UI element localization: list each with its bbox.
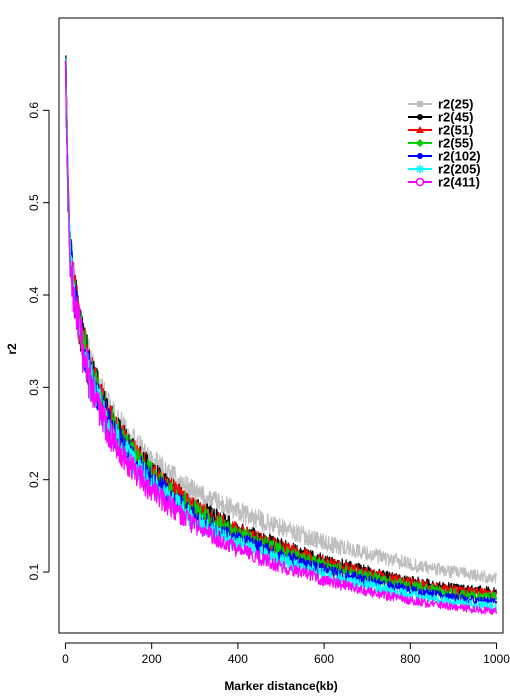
legend: r2(25)r2(45)r2(51)r2(55)r2(102)r2(205)r2… bbox=[408, 97, 481, 190]
y-axis-title: r2 bbox=[5, 343, 19, 355]
series-line-r2-25 bbox=[64, 56, 498, 584]
x-tick-label: 1000 bbox=[483, 652, 510, 666]
y-tick-label: 0.5 bbox=[27, 194, 41, 211]
x-tick-label: 400 bbox=[228, 652, 248, 666]
legend-open-circle-marker bbox=[415, 177, 425, 187]
series-line-r2-51 bbox=[64, 60, 498, 600]
legend-entry: r2(25) bbox=[408, 97, 473, 112]
series-line-r2-55 bbox=[64, 58, 498, 602]
legend-label: r2(102) bbox=[438, 149, 481, 164]
legend-diamond-marker bbox=[416, 139, 424, 147]
legend-label: r2(411) bbox=[438, 175, 480, 190]
series-line-r2-45 bbox=[64, 55, 498, 598]
legend-label: r2(51) bbox=[438, 123, 473, 138]
legend-entry: r2(411) bbox=[408, 175, 480, 190]
legend-label: r2(45) bbox=[438, 110, 473, 125]
y-axis: 0.1 0.2 0.3 0.4 0.5 0.6 bbox=[27, 102, 50, 580]
legend-entry: r2(55) bbox=[408, 136, 473, 151]
legend-entry: r2(51) bbox=[408, 123, 473, 138]
y-tick-label: 0.1 bbox=[27, 563, 41, 580]
series-layer bbox=[64, 55, 498, 615]
y-tick-label: 0.2 bbox=[27, 471, 41, 488]
plot-frame bbox=[58, 17, 504, 634]
legend-star-marker bbox=[416, 165, 424, 173]
x-tick-label: 0 bbox=[62, 652, 69, 666]
legend-circle-marker bbox=[417, 153, 423, 159]
legend-label: r2(55) bbox=[438, 136, 473, 151]
legend-square-marker bbox=[417, 101, 423, 107]
x-tick-label: 600 bbox=[314, 652, 334, 666]
x-axis-title: Marker distance(kb) bbox=[224, 679, 337, 693]
legend-circle-marker bbox=[417, 114, 423, 120]
legend-triangle-marker bbox=[416, 126, 424, 133]
y-tick-label: 0.4 bbox=[27, 286, 41, 303]
x-tick-label: 200 bbox=[142, 652, 162, 666]
y-tick-label: 0.3 bbox=[27, 379, 41, 396]
legend-entry: r2(102) bbox=[408, 149, 481, 164]
series-line-r2-411 bbox=[64, 60, 498, 615]
x-axis: 0 200 400 600 800 1000 bbox=[62, 642, 510, 666]
x-tick-label: 800 bbox=[400, 652, 420, 666]
legend-entry: r2(205) bbox=[408, 162, 481, 177]
y-tick-label: 0.6 bbox=[27, 102, 41, 119]
legend-label: r2(205) bbox=[438, 162, 481, 177]
legend-label: r2(25) bbox=[438, 97, 473, 112]
legend-entry: r2(45) bbox=[408, 110, 473, 125]
